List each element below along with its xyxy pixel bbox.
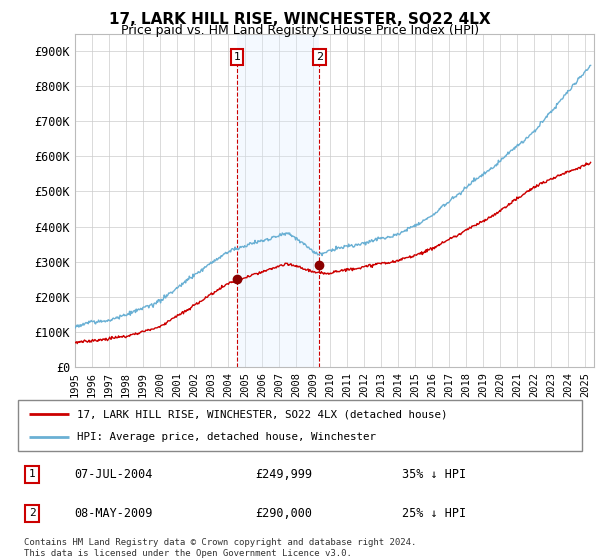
Text: 1: 1 xyxy=(29,469,35,479)
Text: 07-JUL-2004: 07-JUL-2004 xyxy=(74,468,153,481)
Text: 2: 2 xyxy=(316,52,323,62)
Text: HPI: Average price, detached house, Winchester: HPI: Average price, detached house, Winc… xyxy=(77,432,376,442)
Text: 1: 1 xyxy=(233,52,241,62)
Text: 25% ↓ HPI: 25% ↓ HPI xyxy=(401,507,466,520)
Text: £290,000: £290,000 xyxy=(255,507,312,520)
Text: Contains HM Land Registry data © Crown copyright and database right 2024.
This d: Contains HM Land Registry data © Crown c… xyxy=(24,538,416,558)
Text: 35% ↓ HPI: 35% ↓ HPI xyxy=(401,468,466,481)
Text: 08-MAY-2009: 08-MAY-2009 xyxy=(74,507,153,520)
Bar xyxy=(237,34,319,367)
Text: 17, LARK HILL RISE, WINCHESTER, SO22 4LX: 17, LARK HILL RISE, WINCHESTER, SO22 4LX xyxy=(109,12,491,27)
Text: 17, LARK HILL RISE, WINCHESTER, SO22 4LX (detached house): 17, LARK HILL RISE, WINCHESTER, SO22 4LX… xyxy=(77,409,448,419)
Text: Price paid vs. HM Land Registry's House Price Index (HPI): Price paid vs. HM Land Registry's House … xyxy=(121,24,479,37)
FancyBboxPatch shape xyxy=(18,400,582,451)
Text: £249,999: £249,999 xyxy=(255,468,312,481)
Text: 2: 2 xyxy=(29,508,35,518)
